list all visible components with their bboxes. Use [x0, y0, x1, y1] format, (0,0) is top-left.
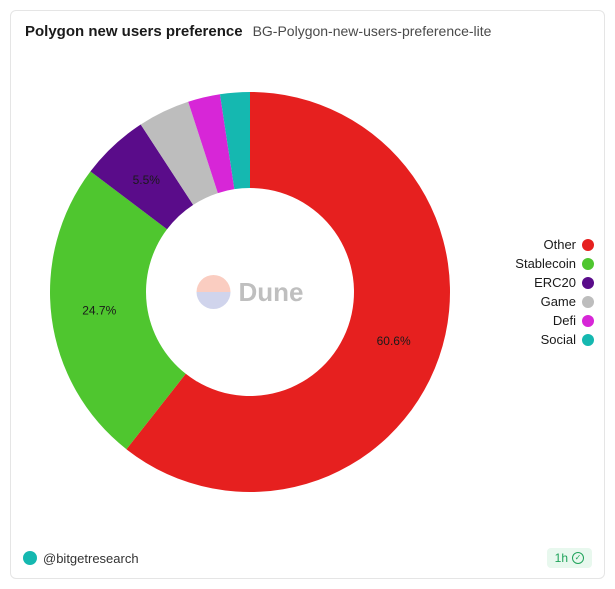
legend-item-game[interactable]: Game	[515, 294, 594, 309]
legend-label: Stablecoin	[515, 256, 576, 271]
chart-card: Polygon new users preference BG-Polygon-…	[10, 10, 605, 579]
chart-area: 60.6%24.7%5.5% Dune OtherStablecoinERC20…	[11, 46, 604, 538]
legend-item-other[interactable]: Other	[515, 237, 594, 252]
donut-svg: 60.6% 24.7% 5.5%	[35, 77, 465, 507]
legend-swatch-icon	[582, 315, 594, 327]
slice-label-other: 60.6%	[377, 334, 411, 348]
author-handle: @bitgetresearch	[43, 551, 139, 566]
check-icon: ✓	[572, 552, 584, 564]
legend-label: Social	[541, 332, 576, 347]
legend-swatch-icon	[582, 258, 594, 270]
legend: Other Stablecoin ERC20 Game Defi Social	[515, 237, 594, 347]
refresh-time: 1h	[555, 551, 568, 565]
author-link[interactable]: @bitgetresearch	[23, 551, 139, 566]
legend-swatch-icon	[582, 277, 594, 289]
card-header: Polygon new users preference BG-Polygon-…	[11, 11, 604, 46]
legend-label: ERC20	[534, 275, 576, 290]
legend-label: Other	[543, 237, 576, 252]
legend-swatch-icon	[582, 239, 594, 251]
legend-label: Defi	[553, 313, 576, 328]
author-avatar-icon	[23, 551, 37, 565]
chart-subtitle: BG-Polygon-new-users-preference-lite	[253, 23, 492, 39]
card-footer: @bitgetresearch 1h ✓	[11, 538, 604, 578]
slice-label-erc20: 5.5%	[133, 173, 161, 187]
legend-item-defi[interactable]: Defi	[515, 313, 594, 328]
legend-swatch-icon	[582, 334, 594, 346]
legend-label: Game	[541, 294, 576, 309]
legend-swatch-icon	[582, 296, 594, 308]
slice-label-stablecoin: 24.7%	[82, 304, 116, 318]
legend-item-social[interactable]: Social	[515, 332, 594, 347]
refresh-badge[interactable]: 1h ✓	[547, 548, 592, 568]
donut-chart: 60.6%24.7%5.5% Dune	[35, 77, 465, 507]
chart-title: Polygon new users preference	[25, 23, 243, 40]
legend-item-erc20[interactable]: ERC20	[515, 275, 594, 290]
legend-item-stablecoin[interactable]: Stablecoin	[515, 256, 594, 271]
